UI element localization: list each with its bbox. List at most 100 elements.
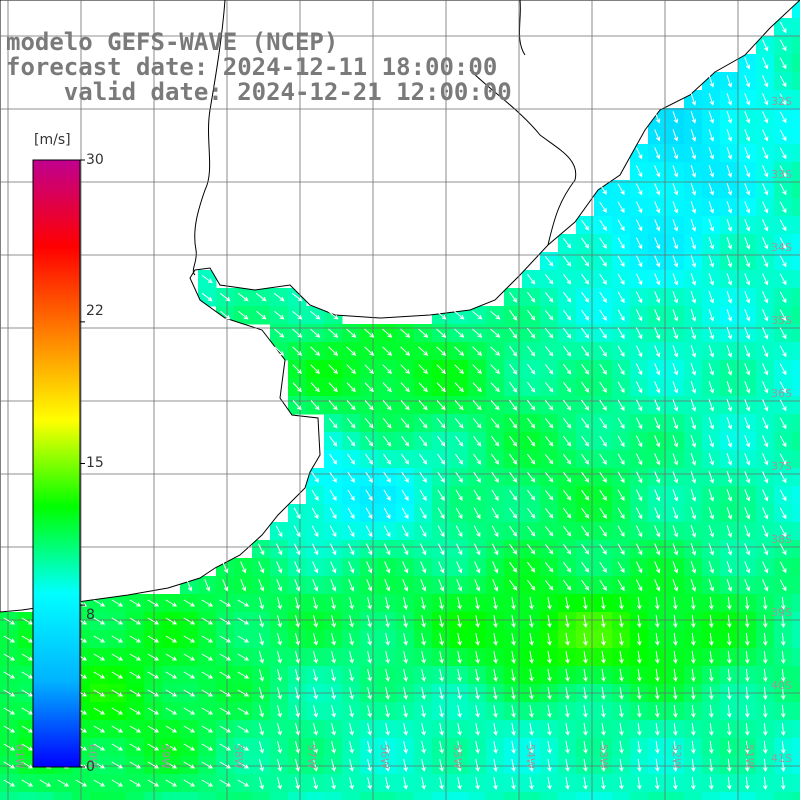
wind-arrow	[456, 579, 463, 592]
wind-arrow	[672, 650, 678, 665]
wind-arrow	[330, 561, 337, 574]
wind-arrow	[165, 743, 178, 751]
wind-arrow	[490, 400, 500, 411]
wind-arrow	[57, 779, 70, 787]
wind-arrow	[365, 507, 373, 520]
wind-arrow	[147, 617, 160, 625]
wind-arrow	[328, 328, 339, 338]
wind-arrow	[493, 777, 498, 790]
wind-cell	[0, 792, 19, 800]
wind-arrow	[313, 615, 318, 628]
wind-arrow	[401, 507, 409, 520]
wind-arrow	[331, 777, 336, 790]
wind-arrow	[328, 417, 338, 429]
wind-arrow	[421, 650, 426, 664]
wind-arrow	[762, 722, 768, 737]
wind-arrow	[473, 543, 481, 556]
wind-cell	[540, 792, 559, 800]
wind-arrow	[367, 597, 372, 610]
wind-arrow	[637, 777, 642, 790]
wind-arrow	[565, 687, 570, 700]
wind-arrow	[654, 345, 661, 358]
wind-arrow	[655, 705, 660, 718]
wind-arrow	[201, 599, 214, 607]
wind-arrow	[349, 633, 354, 646]
wind-arrow	[601, 759, 606, 772]
wind-arrow	[403, 614, 408, 628]
wind-arrow	[511, 687, 516, 700]
wind-arrow	[385, 596, 390, 610]
wind-cell	[774, 792, 793, 800]
wind-arrow	[762, 237, 769, 250]
wind-arrow	[147, 779, 160, 787]
colorbar-tick-8: 8	[86, 607, 95, 623]
wind-arrow	[617, 237, 625, 250]
wind-arrow	[439, 723, 444, 736]
wind-arrow	[690, 686, 696, 701]
wind-arrow	[780, 740, 786, 755]
wind-arrow	[708, 435, 715, 448]
wind-arrow	[654, 507, 661, 520]
wind-arrow	[708, 453, 715, 466]
wind-arrow	[726, 561, 733, 574]
wind-arrow	[237, 292, 249, 302]
wind-cell	[792, 504, 800, 523]
colorbar-gradient	[32, 159, 81, 768]
wind-arrow	[349, 615, 354, 628]
wind-arrow	[635, 165, 643, 178]
wind-arrow	[490, 382, 500, 393]
wind-arrow	[527, 381, 536, 393]
wind-arrow	[637, 669, 642, 682]
wind-arrow	[635, 363, 643, 376]
wind-arrow	[563, 309, 572, 321]
wind-arrow	[762, 309, 769, 322]
wind-cell	[792, 774, 800, 793]
wind-arrow	[762, 489, 769, 502]
wind-arrow	[619, 741, 624, 754]
wind-arrow	[690, 309, 697, 322]
wind-arrow	[635, 327, 643, 340]
lon-label: 59W	[159, 744, 172, 769]
wind-arrow	[349, 759, 354, 772]
wind-arrow	[293, 525, 301, 538]
wind-arrow	[726, 309, 733, 322]
wind-arrow	[402, 561, 409, 574]
wind-arrow	[672, 237, 679, 250]
wind-arrow	[690, 632, 696, 647]
wind-arrow	[312, 579, 319, 592]
wind-arrow	[165, 689, 178, 697]
wind-cell	[306, 792, 325, 800]
wind-arrow	[581, 273, 590, 285]
wind-arrow	[457, 777, 462, 790]
wind-arrow	[744, 668, 750, 683]
wind-arrow	[364, 328, 375, 338]
wind-arrow	[277, 633, 282, 646]
wind-arrow	[762, 363, 769, 376]
wind-arrow	[129, 761, 142, 769]
wind-arrow	[346, 346, 357, 356]
wind-arrow	[527, 327, 536, 339]
wind-arrow	[437, 543, 445, 556]
wind-arrow	[690, 345, 697, 358]
wind-arrow	[690, 129, 697, 142]
wind-arrow	[475, 759, 480, 772]
wind-arrow	[183, 689, 196, 697]
wind-arrow	[310, 346, 321, 356]
wind-arrow	[311, 543, 319, 556]
wind-arrow	[219, 761, 232, 769]
wind-arrow	[367, 759, 372, 772]
wind-arrow	[511, 759, 516, 772]
wind-arrow	[726, 291, 733, 304]
wind-arrow	[454, 364, 464, 375]
wind-arrow	[726, 363, 733, 376]
wind-arrow	[219, 743, 232, 751]
wind-arrow	[21, 617, 34, 625]
wind-arrow	[744, 237, 751, 250]
wind-arrow	[111, 671, 124, 679]
wind-arrow	[583, 597, 588, 610]
wind-arrow	[654, 381, 661, 394]
wind-arrow	[547, 705, 552, 718]
wind-arrow	[601, 777, 606, 790]
wind-arrow	[311, 471, 319, 483]
wind-arrow	[565, 651, 570, 664]
